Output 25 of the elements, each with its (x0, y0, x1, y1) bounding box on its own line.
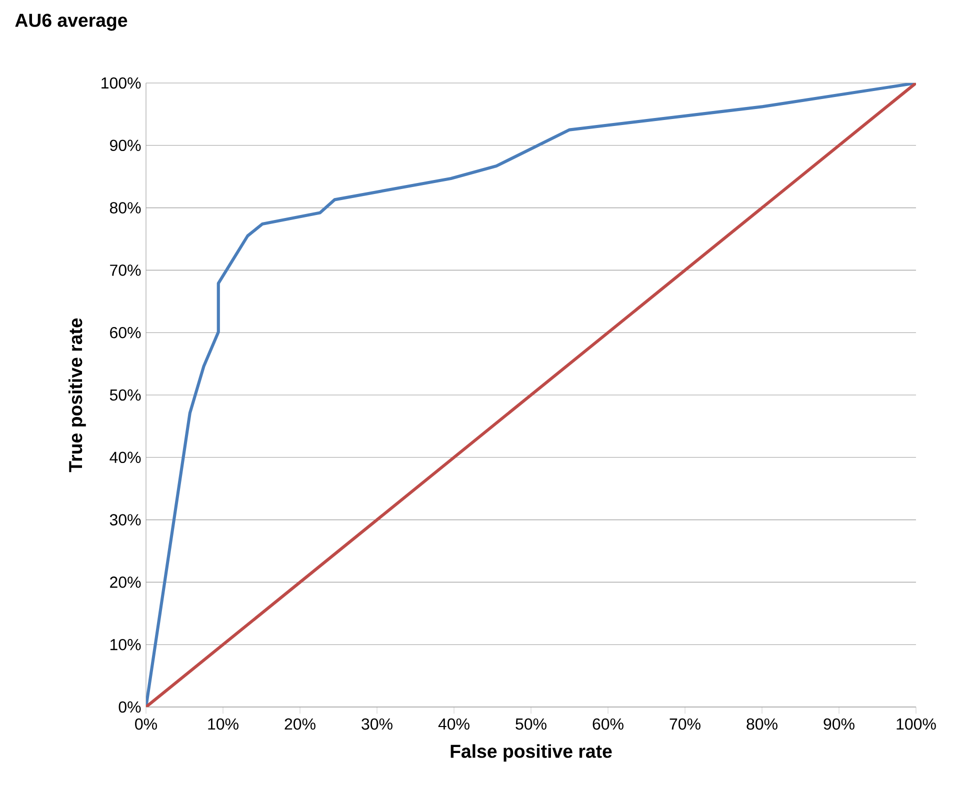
y-tick-label: 20% (110, 576, 141, 588)
x-tick-label: 60% (592, 718, 624, 730)
y-tick-label: 80% (110, 202, 141, 214)
y-tick-label: 90% (110, 140, 141, 152)
x-axis-title: False positive rate (450, 744, 612, 762)
x-tick-label: 50% (516, 718, 546, 730)
y-tick-label: 30% (110, 514, 141, 526)
x-tick-label: 40% (438, 718, 470, 730)
y-tick-label: 50% (110, 389, 141, 401)
y-tick-label: 40% (110, 452, 141, 464)
x-tick-label: 0% (135, 718, 157, 730)
y-tick-label: 100% (102, 77, 141, 89)
x-tick-label: 10% (208, 718, 238, 730)
y-tick-label: 60% (110, 326, 141, 338)
x-tick-label: 80% (746, 718, 778, 730)
x-tick-label: 20% (284, 718, 316, 730)
x-tick-label: 90% (824, 718, 854, 730)
x-tick-label: 70% (670, 718, 700, 730)
chart-title: AU6 average (15, 14, 128, 31)
y-tick-label: 70% (110, 264, 141, 276)
x-tick-label: 30% (362, 718, 392, 730)
x-tick-label: 100% (896, 718, 936, 730)
y-tick-label: 0% (118, 701, 141, 713)
y-axis-title: True positive rate (68, 318, 86, 472)
y-tick-label: 10% (110, 638, 141, 650)
